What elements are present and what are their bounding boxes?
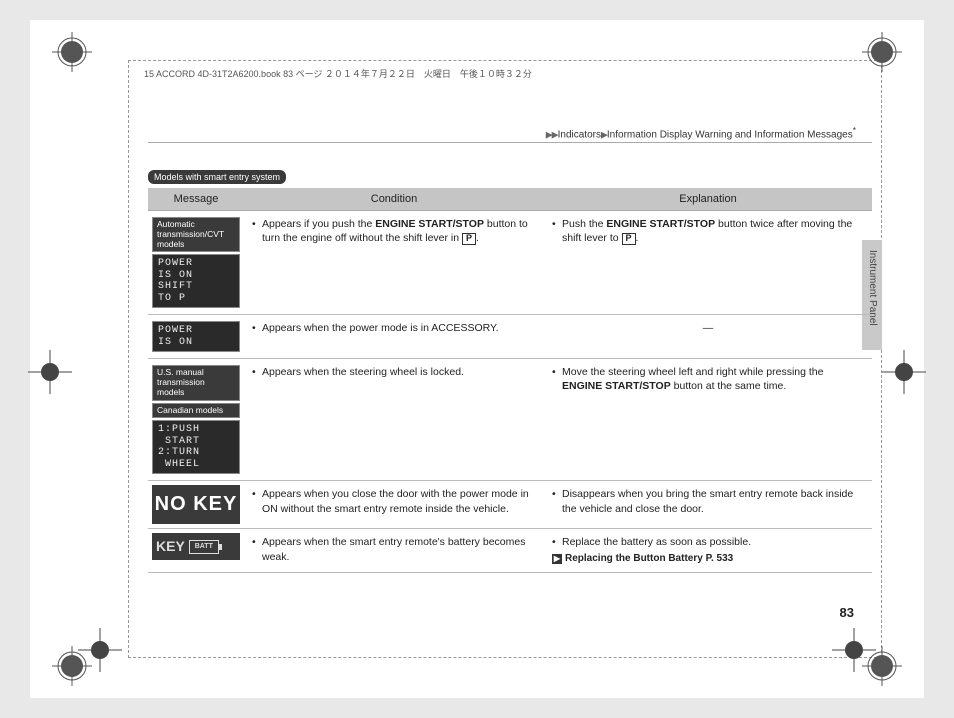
battery-icon: BATT [189,540,219,554]
key-batt-display: KEY BATT [152,533,240,560]
explanation-text: — [544,315,872,359]
p-symbol: P [462,233,476,245]
crop-mark-icon [832,628,876,672]
page: 15 ACCORD 4D-31T2A6200.book 83 ページ ２０１４年… [30,20,924,698]
table-row: U.S. manual transmission models Canadian… [148,359,872,481]
col-condition: Condition [244,188,544,211]
lcd-display: 1:PUSH START 2:TURN WHEEL [152,420,240,474]
table-row: POWER IS ON Appears when the power mode … [148,315,872,359]
lcd-display: POWER IS ON [152,321,240,352]
table-row: KEY BATT Appears when the smart entry re… [148,529,872,572]
triangle-icon: ▶▶ [546,129,558,139]
crop-mark-icon [28,350,72,394]
model-label: Automatic transmission/CVT models [152,217,240,252]
registration-mark-icon [862,32,902,72]
crop-mark-icon [882,350,926,394]
registration-mark-icon [52,32,92,72]
content-area: Models with smart entry system Message C… [148,170,872,573]
messages-table: Message Condition Explanation Automatic … [148,188,872,573]
section-tag: Models with smart entry system [148,170,286,184]
file-header: 15 ACCORD 4D-31T2A6200.book 83 ページ ２０１４年… [144,67,532,80]
condition-text: Appears when you close the door with the… [252,487,536,515]
model-label: U.S. manual transmission models [152,365,240,400]
no-key-display: NO KEY [152,485,240,524]
breadcrumb: ▶▶Indicators▶Information Display Warning… [546,125,856,140]
condition-text: Appears when the steering wheel is locke… [252,365,536,379]
condition-text: Appears when the power mode is in ACCESS… [252,321,536,335]
cross-reference: ▶Replacing the Button Battery P. 533 [552,552,864,566]
model-label: Canadian models [152,403,240,419]
explanation-text: Replace the battery as soon as possible. [552,535,864,549]
explanation-text: Move the steering wheel left and right w… [552,365,864,393]
condition-text: Appears if you push the ENGINE START/STO… [252,217,536,245]
crop-mark-icon [78,628,122,672]
p-symbol: P [622,233,636,245]
explanation-text: Disappears when you bring the smart entr… [552,487,864,515]
page-number: 83 [840,605,854,620]
lcd-display: POWER IS ON SHIFT TO P [152,254,240,308]
reference-icon: ▶ [552,554,562,564]
table-row: Automatic transmission/CVT models POWER … [148,211,872,315]
col-explanation: Explanation [544,188,872,211]
explanation-text: Push the ENGINE START/STOP button twice … [552,217,864,245]
col-message: Message [148,188,244,211]
table-row: NO KEY Appears when you close the door w… [148,481,872,529]
rule [148,142,872,143]
condition-text: Appears when the smart entry remote's ba… [252,535,536,563]
